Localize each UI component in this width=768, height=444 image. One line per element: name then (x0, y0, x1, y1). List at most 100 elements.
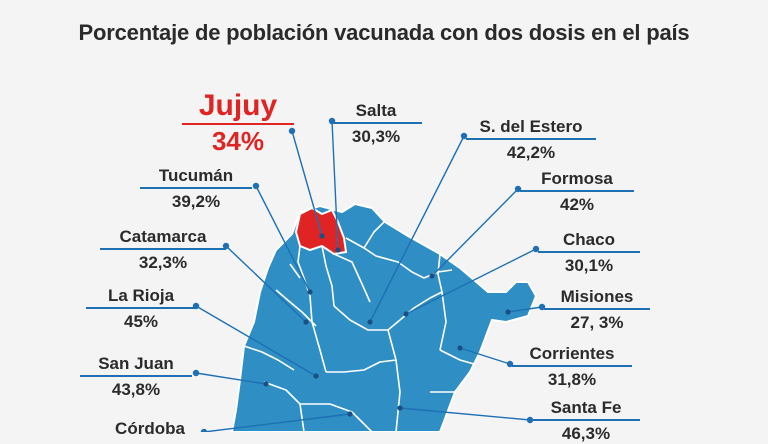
label-salta: Salta 30,3% (330, 101, 422, 147)
map-point-catamarca (303, 319, 309, 325)
province-border-7 (311, 321, 327, 373)
province-name: Chaco (563, 230, 615, 249)
label-underline (538, 251, 640, 253)
leader-line-catamarca (225, 245, 307, 323)
leader-line-formosa (431, 188, 519, 277)
map-point-jujuy (319, 233, 325, 239)
label-tucuman: Tucumán 39,2% (140, 166, 252, 212)
province-name: Misiones (560, 287, 634, 306)
leader-dot-jujuy (288, 127, 296, 135)
leader-dot-tucuman (252, 182, 260, 190)
label-formosa: Formosa 42% (520, 169, 634, 215)
leader-dot-chaco (532, 245, 540, 253)
province-border-2 (297, 245, 313, 323)
label-corrientes: Corrientes 31,8% (512, 344, 632, 390)
map-point-sanjuan (263, 381, 269, 387)
label-underline (182, 123, 294, 125)
province-border-11 (437, 253, 443, 293)
leader-line-sdelestero (369, 135, 465, 323)
province-borders (243, 221, 475, 432)
leader-dot-cordoba (200, 428, 208, 432)
label-underline (512, 365, 632, 367)
province-name: Santa Fe (550, 398, 622, 417)
province-border-19 (300, 403, 373, 432)
province-border-15 (326, 359, 397, 373)
leader-dot-santafe (526, 416, 534, 424)
label-catamarca: Catamarca 32,3% (100, 227, 226, 273)
province-value: 46,3% (561, 424, 611, 443)
label-underline (330, 122, 422, 124)
leader-line-chaco (405, 248, 537, 315)
leader-dot-formosa (514, 185, 522, 193)
leader-line-santafe (399, 407, 531, 421)
leader-line-tucuman (255, 185, 311, 293)
map-point-tucuman (307, 289, 313, 295)
map-point-misiones (505, 309, 511, 315)
province-name: Jujuy (198, 89, 278, 122)
province-value: 39,2% (171, 192, 221, 211)
label-underline (466, 138, 596, 140)
province-name: San Juan (98, 354, 174, 373)
label-underline (140, 187, 252, 189)
map-title: Porcentaje de población vacunada con dos… (78, 20, 690, 45)
map-point-cordoba (347, 411, 353, 417)
leader-line-larioja (195, 305, 317, 377)
province-value: 42,2% (506, 143, 556, 162)
map-point-larioja (313, 373, 319, 379)
leader-line-cordoba (203, 413, 351, 432)
label-underline (100, 248, 226, 250)
label-sdelestero: S. del Estero 42,2% (466, 117, 596, 163)
map-point-corrientes (457, 345, 463, 351)
province-value: 30,1% (564, 256, 614, 275)
province-border-6 (275, 289, 317, 327)
map-point-santafe (397, 405, 403, 411)
province-name: Catamarca (119, 227, 207, 246)
leader-dot-sanjuan (192, 369, 200, 377)
province-value: 31,8% (547, 370, 597, 389)
leader-dot-misiones (538, 303, 546, 311)
province-name: La Rioja (107, 286, 175, 305)
province-border-0 (345, 237, 425, 279)
province-name: Córdoba (115, 419, 185, 438)
leader-line-jujuy (291, 130, 323, 237)
province-value: 30,3% (351, 127, 401, 146)
leader-dot-sdelestero (460, 132, 468, 140)
province-border-1 (363, 221, 385, 249)
province-value: 34% (211, 126, 265, 156)
leader-dot-corrientes (506, 360, 514, 368)
province-border-3 (321, 245, 335, 307)
province-border-16 (243, 345, 295, 371)
province-value: 43,8% (111, 380, 161, 399)
label-cordoba: Córdoba (98, 419, 202, 439)
map-point-salta (335, 247, 341, 253)
label-underline (80, 375, 192, 377)
province-name: Salta (355, 101, 397, 120)
label-underline (532, 419, 640, 421)
province-name: S. del Estero (479, 117, 583, 136)
province-value: 27, 3% (570, 313, 624, 332)
argentina-north-shape (230, 202, 538, 432)
map-landmass (230, 202, 538, 432)
province-name: Corrientes (529, 344, 615, 363)
label-underline (520, 190, 634, 192)
label-underline (544, 308, 650, 310)
leader-lines (192, 117, 546, 432)
province-border-12 (439, 291, 447, 351)
argentina-map (192, 117, 546, 432)
province-border-14 (439, 349, 475, 365)
province-value: 32,3% (138, 253, 188, 272)
province-border-8 (333, 305, 401, 331)
province-border-4 (333, 253, 371, 303)
leader-line-misiones (507, 306, 543, 313)
label-misiones: Misiones 27, 3% (544, 287, 650, 333)
map-point-chaco (403, 311, 409, 317)
province-name: Formosa (541, 169, 613, 188)
leader-line-salta (331, 120, 339, 251)
province-border-5 (289, 263, 301, 279)
province-value: 45% (123, 312, 159, 331)
map-point-sdelestero (367, 319, 373, 325)
label-sanjuan: San Juan 43,8% (80, 354, 192, 400)
leader-dot-catamarca (222, 242, 230, 250)
province-border-17 (263, 381, 305, 432)
label-underline (86, 307, 196, 309)
